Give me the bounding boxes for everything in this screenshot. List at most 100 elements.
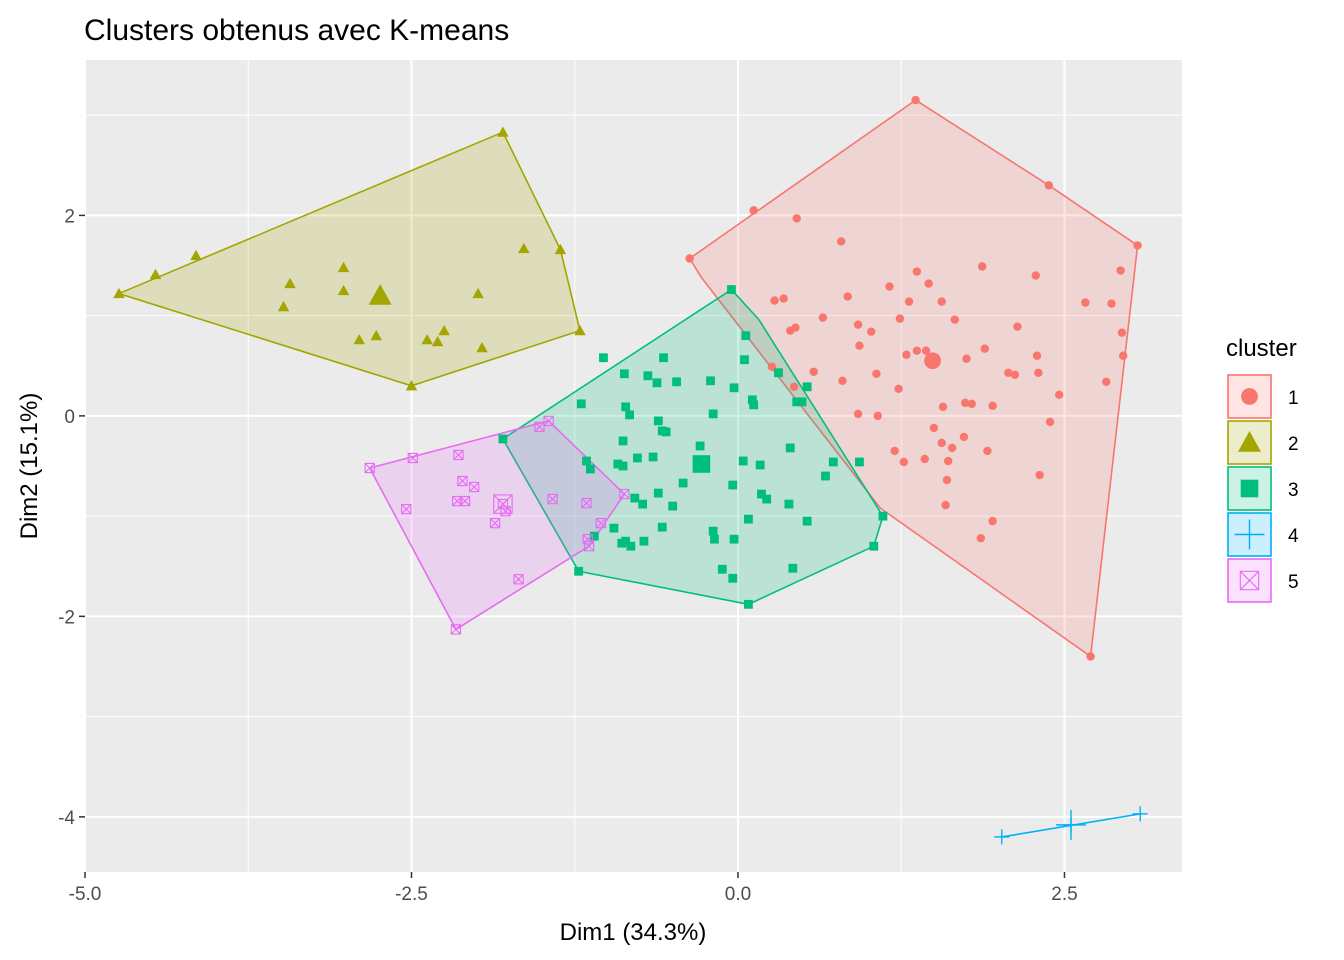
point-square xyxy=(618,461,628,471)
point-box xyxy=(493,494,513,514)
point-circle xyxy=(976,533,986,543)
point-cluster-3 xyxy=(744,514,753,524)
point-box-diag xyxy=(450,624,461,635)
point-cluster-1 xyxy=(944,456,953,466)
point-square xyxy=(643,371,653,381)
point-box-diag xyxy=(453,449,464,460)
point-square xyxy=(625,410,634,420)
point-box-diag xyxy=(407,452,418,463)
point-cluster-1 xyxy=(977,262,987,271)
point-box-diag xyxy=(595,518,606,529)
point-triangle xyxy=(113,287,125,299)
point-cluster-5 xyxy=(364,462,375,474)
point-square xyxy=(574,566,584,576)
point-circle xyxy=(967,399,976,409)
point-cluster-2 xyxy=(277,300,290,312)
point-cluster-5 xyxy=(543,415,554,427)
point-circle xyxy=(895,314,905,323)
point-circle xyxy=(1241,388,1258,405)
point-cluster-2 xyxy=(284,277,296,289)
point-cluster-1 xyxy=(838,376,847,385)
point-cluster-2 xyxy=(472,287,484,299)
point-box xyxy=(595,517,607,529)
point-cluster-3 xyxy=(785,443,795,453)
y-axis-title: Dim2 (15.1%) xyxy=(16,393,43,540)
point-circle xyxy=(1086,652,1095,661)
point-square xyxy=(619,369,629,379)
point-box xyxy=(459,495,471,507)
cluster-center-4 xyxy=(1055,809,1086,840)
point-circle xyxy=(1044,181,1053,190)
point-cluster-1 xyxy=(961,398,970,408)
point-cluster-4 xyxy=(1132,806,1148,822)
cluster-center-2 xyxy=(368,284,392,305)
point-circle xyxy=(1081,298,1090,307)
point-square xyxy=(618,436,628,446)
legend-marker xyxy=(1234,519,1265,550)
point-cluster-3 xyxy=(784,499,794,509)
point-box xyxy=(581,497,592,509)
point-cluster-1 xyxy=(929,423,939,433)
point-cluster-3 xyxy=(618,436,628,446)
point-cluster-1 xyxy=(988,401,997,411)
point-cluster-2 xyxy=(476,341,488,353)
point-square xyxy=(738,456,748,466)
point-circle xyxy=(809,367,818,376)
point-square xyxy=(633,453,642,463)
point-cluster-2 xyxy=(574,324,586,336)
legend-key-5: 5 xyxy=(1227,558,1299,603)
point-cluster-3 xyxy=(747,395,757,405)
point-circle xyxy=(792,214,801,223)
point-cluster-5 xyxy=(489,517,501,529)
point-square xyxy=(653,488,663,498)
point-square xyxy=(774,368,783,378)
point-square xyxy=(659,353,668,363)
point-cluster-1 xyxy=(899,457,909,467)
point-cluster-1 xyxy=(938,402,948,412)
point-cluster-3 xyxy=(755,460,765,470)
point-cluster-1 xyxy=(962,354,971,363)
cluster-points-1 xyxy=(685,95,1142,661)
point-circle xyxy=(789,382,799,392)
point-circle xyxy=(961,398,970,408)
point-cluster-1 xyxy=(959,432,969,442)
point-square xyxy=(672,377,681,387)
point-box xyxy=(583,541,595,552)
point-triangle xyxy=(337,261,350,273)
point-box xyxy=(401,503,412,515)
point-square xyxy=(729,534,739,544)
plot-panel xyxy=(85,60,1182,872)
point-square xyxy=(599,353,608,363)
cluster-points-2 xyxy=(113,126,586,391)
point-cluster-1 xyxy=(770,296,779,305)
point-cluster-1 xyxy=(912,346,922,355)
point-box-diag xyxy=(500,506,511,517)
point-square xyxy=(1240,479,1259,498)
point-triangle xyxy=(431,335,444,347)
point-box xyxy=(453,449,464,461)
point-cluster-3 xyxy=(695,441,705,451)
point-circle xyxy=(929,423,939,433)
point-cluster-3 xyxy=(821,471,830,481)
point-cluster-5 xyxy=(513,574,524,585)
point-circle xyxy=(980,344,990,353)
point-cluster-3 xyxy=(621,402,631,412)
point-square xyxy=(797,397,807,407)
point-circle xyxy=(855,341,864,350)
point-cluster-3 xyxy=(617,538,627,548)
point-cluster-1 xyxy=(980,344,990,353)
point-cluster-5 xyxy=(582,534,593,545)
point-cluster-1 xyxy=(1010,370,1020,379)
point-cluster-5 xyxy=(401,503,412,515)
point-square xyxy=(788,563,798,573)
point-cluster-1 xyxy=(912,267,922,276)
legend-key-4: 4 xyxy=(1227,512,1299,557)
point-circle xyxy=(1031,271,1040,280)
point-circle xyxy=(791,323,800,332)
point-circle xyxy=(912,267,922,276)
point-cluster-2 xyxy=(337,284,350,296)
point-box-diag xyxy=(547,494,558,505)
point-square xyxy=(621,402,631,412)
point-cluster-1 xyxy=(792,214,801,223)
x-tick-label: 2.5 xyxy=(1051,884,1077,905)
